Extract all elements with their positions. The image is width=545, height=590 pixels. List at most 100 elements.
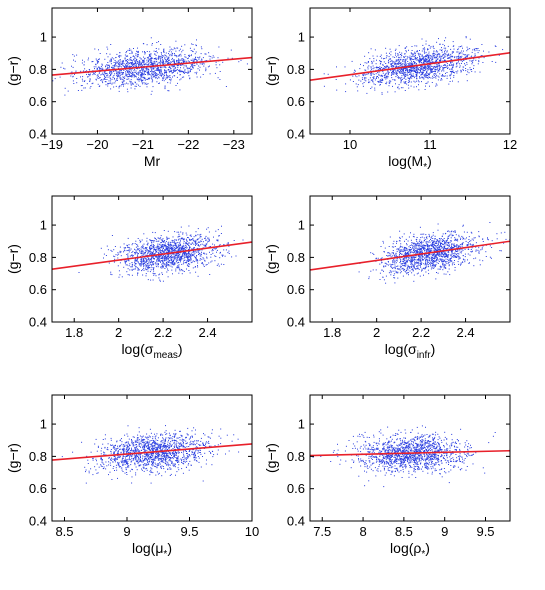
data-point <box>147 250 149 251</box>
data-point <box>393 73 395 75</box>
data-point <box>134 82 136 84</box>
data-point <box>123 80 125 82</box>
data-point <box>208 239 210 241</box>
data-point <box>186 240 187 242</box>
data-point <box>462 255 464 257</box>
data-point <box>394 69 396 71</box>
data-point <box>195 242 197 244</box>
data-point <box>469 69 471 71</box>
data-point <box>188 242 190 244</box>
data-point <box>378 69 380 71</box>
data-point <box>158 61 160 63</box>
data-point <box>110 63 112 65</box>
data-point <box>419 259 421 261</box>
data-point <box>436 65 438 67</box>
data-point <box>153 60 155 62</box>
data-point <box>378 74 380 76</box>
data-point <box>201 251 202 253</box>
data-point <box>404 72 406 74</box>
data-point <box>150 259 152 261</box>
data-point <box>447 45 449 47</box>
data-point <box>420 58 422 60</box>
data-point <box>428 66 430 68</box>
data-point <box>387 76 389 78</box>
data-point <box>402 275 404 277</box>
data-point <box>110 88 112 90</box>
data-point <box>124 250 126 252</box>
data-point <box>173 65 175 67</box>
data-point <box>186 256 187 258</box>
data-point <box>171 266 173 268</box>
data-point <box>467 71 469 73</box>
data-point <box>102 68 104 70</box>
data-point <box>81 89 83 91</box>
data-point <box>416 237 418 238</box>
data-point <box>379 66 381 68</box>
data-point <box>208 52 210 54</box>
data-point <box>430 71 432 73</box>
data-point <box>441 253 443 255</box>
data-point <box>187 253 189 255</box>
data-point <box>436 249 438 251</box>
data-point <box>426 71 428 73</box>
data-point <box>418 72 420 74</box>
data-point <box>423 78 425 80</box>
data-point <box>401 66 403 67</box>
data-point <box>109 82 111 84</box>
data-point <box>408 251 410 253</box>
data-point <box>126 66 128 68</box>
data-point <box>196 255 198 256</box>
data-point <box>385 63 387 64</box>
data-point <box>204 245 206 247</box>
data-point <box>457 246 459 248</box>
data-point <box>391 65 393 67</box>
data-point <box>148 262 150 264</box>
data-point <box>375 73 377 75</box>
data-point <box>415 57 416 59</box>
data-point <box>415 71 417 73</box>
data-point <box>430 265 432 267</box>
data-point <box>451 52 453 54</box>
data-point <box>179 249 181 251</box>
data-point <box>188 67 190 69</box>
data-point <box>115 57 117 58</box>
data-point <box>426 62 428 64</box>
data-point <box>151 76 153 78</box>
data-point <box>154 69 156 71</box>
data-point <box>185 255 187 257</box>
data-point <box>116 80 118 81</box>
data-point <box>159 58 161 60</box>
data-point <box>397 53 399 55</box>
data-point <box>369 72 371 74</box>
data-point <box>178 249 180 251</box>
data-point <box>136 73 137 75</box>
x-axis-label: Mr <box>144 153 161 169</box>
data-point <box>220 251 221 253</box>
data-point <box>436 59 438 61</box>
data-point <box>130 72 132 74</box>
data-point <box>240 59 242 61</box>
data-point <box>212 243 214 245</box>
data-point <box>146 260 148 262</box>
data-point <box>120 63 122 65</box>
data-point <box>135 258 137 260</box>
data-point <box>443 54 445 56</box>
data-point <box>178 246 180 248</box>
data-point <box>161 79 163 81</box>
data-point <box>180 55 182 57</box>
data-point <box>162 73 164 75</box>
data-point <box>166 257 167 259</box>
data-point <box>125 60 126 62</box>
data-point <box>120 63 122 65</box>
data-point <box>377 67 379 69</box>
data-point <box>131 62 133 64</box>
data-point <box>450 73 452 75</box>
data-point <box>412 258 414 260</box>
data-point <box>97 74 99 76</box>
data-point <box>190 239 192 241</box>
data-point <box>412 53 414 55</box>
data-point <box>195 57 196 59</box>
data-point <box>152 74 153 76</box>
data-point <box>176 56 178 58</box>
data-point <box>200 233 202 235</box>
